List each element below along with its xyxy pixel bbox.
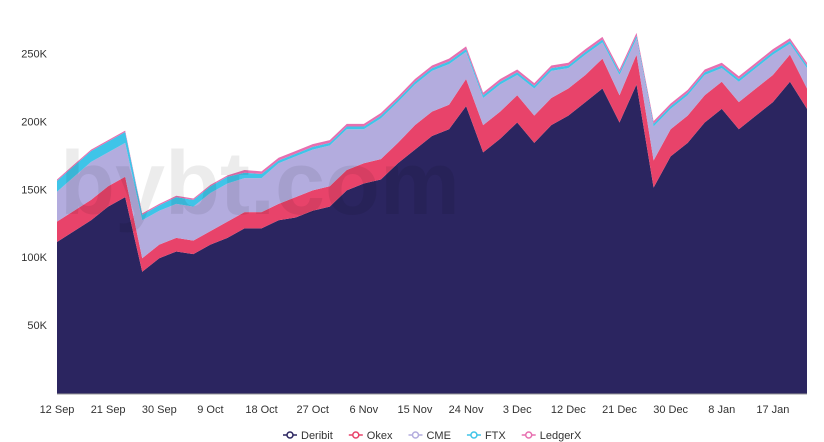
x-tick-label: 21 Sep bbox=[91, 404, 126, 416]
legend-label: Deribit bbox=[301, 430, 333, 442]
x-tick-label: 30 Dec bbox=[653, 404, 688, 416]
x-tick-label: 3 Dec bbox=[503, 404, 532, 416]
area bbox=[57, 35, 807, 221]
x-tick-label: 27 Oct bbox=[296, 404, 328, 416]
x-tick-label: 8 Jan bbox=[708, 404, 735, 416]
y-tick-label: 200K bbox=[21, 116, 47, 128]
y-tick-label: 100K bbox=[21, 252, 47, 264]
x-tick-label: 17 Jan bbox=[756, 404, 789, 416]
area bbox=[57, 81, 807, 394]
legend-label: Okex bbox=[367, 430, 393, 442]
legend-marker bbox=[524, 431, 533, 439]
x-tick-label: 21 Dec bbox=[602, 404, 637, 416]
area bbox=[57, 54, 807, 272]
legend: Deribit Okex CME FTX LedgerX bbox=[283, 430, 582, 442]
y-tick-label: 250K bbox=[21, 48, 47, 60]
x-tick-label: 9 Oct bbox=[197, 404, 223, 416]
x-tick-label: 12 Sep bbox=[40, 404, 75, 416]
legend-label: FTX bbox=[485, 430, 506, 442]
legend-marker bbox=[411, 431, 420, 439]
area bbox=[57, 38, 807, 259]
legend-marker bbox=[352, 431, 360, 439]
x-tick-label: 24 Nov bbox=[449, 404, 484, 416]
x-tick-label: 30 Sep bbox=[142, 404, 177, 416]
x-tick-label: 6 Nov bbox=[349, 404, 378, 416]
watermark: bybt.com bbox=[60, 134, 460, 234]
y-tick-label: 150K bbox=[21, 184, 47, 196]
legend-label: CME bbox=[426, 430, 450, 442]
legend-label: LedgerX bbox=[540, 430, 582, 442]
y-tick-label: 50K bbox=[27, 320, 47, 332]
x-tick-label: 12 Dec bbox=[551, 404, 586, 416]
areas bbox=[57, 32, 807, 394]
legend-marker bbox=[286, 431, 294, 439]
legend-marker bbox=[470, 431, 478, 439]
x-tick-label: 18 Oct bbox=[245, 404, 277, 416]
x-tick-label: 15 Nov bbox=[398, 404, 433, 416]
